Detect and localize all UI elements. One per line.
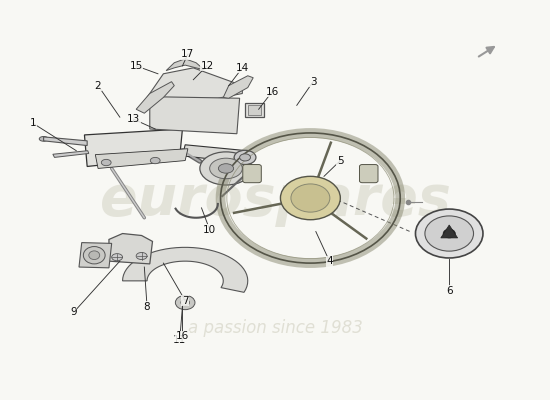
- Ellipse shape: [39, 136, 48, 141]
- Text: a passion since 1983: a passion since 1983: [188, 319, 362, 337]
- Ellipse shape: [84, 246, 105, 264]
- Ellipse shape: [234, 150, 256, 164]
- Polygon shape: [53, 151, 89, 157]
- Text: 12: 12: [200, 61, 213, 71]
- Text: 7: 7: [182, 296, 189, 306]
- Polygon shape: [79, 242, 112, 268]
- Text: 16: 16: [176, 331, 189, 341]
- Polygon shape: [245, 103, 264, 117]
- Text: 2: 2: [95, 81, 101, 91]
- Text: 9: 9: [70, 308, 77, 318]
- Circle shape: [280, 176, 340, 220]
- FancyBboxPatch shape: [243, 164, 261, 183]
- Text: 5: 5: [337, 156, 344, 166]
- Polygon shape: [150, 97, 240, 134]
- Text: 1: 1: [29, 118, 36, 128]
- Text: 17: 17: [182, 49, 195, 59]
- Polygon shape: [43, 137, 87, 146]
- Ellipse shape: [175, 296, 195, 310]
- Ellipse shape: [112, 254, 123, 261]
- Text: 15: 15: [130, 61, 143, 71]
- Text: 6: 6: [446, 286, 453, 296]
- Circle shape: [425, 216, 474, 251]
- Ellipse shape: [181, 299, 190, 306]
- Polygon shape: [109, 234, 152, 264]
- Ellipse shape: [89, 251, 100, 260]
- Polygon shape: [248, 105, 261, 115]
- Polygon shape: [123, 247, 248, 292]
- Circle shape: [443, 229, 455, 238]
- Circle shape: [291, 184, 330, 212]
- Text: 10: 10: [203, 224, 216, 234]
- Ellipse shape: [101, 159, 111, 166]
- Ellipse shape: [240, 154, 250, 161]
- Polygon shape: [166, 59, 204, 71]
- Text: 16: 16: [266, 86, 279, 96]
- Polygon shape: [441, 225, 458, 238]
- Ellipse shape: [210, 158, 243, 179]
- Text: eurospares: eurospares: [100, 173, 450, 227]
- Polygon shape: [147, 68, 243, 100]
- Ellipse shape: [200, 152, 252, 185]
- Text: 11: 11: [173, 335, 186, 345]
- Text: 13: 13: [127, 114, 140, 124]
- Ellipse shape: [150, 157, 160, 164]
- Polygon shape: [95, 149, 188, 168]
- Text: 14: 14: [236, 63, 249, 73]
- Text: 4: 4: [326, 256, 333, 266]
- Polygon shape: [223, 76, 253, 98]
- Ellipse shape: [218, 164, 234, 173]
- Text: 3: 3: [310, 77, 316, 87]
- Polygon shape: [85, 129, 183, 166]
- Circle shape: [415, 209, 483, 258]
- Text: 8: 8: [144, 302, 150, 312]
- Polygon shape: [136, 82, 174, 113]
- FancyBboxPatch shape: [360, 164, 378, 183]
- Ellipse shape: [136, 252, 147, 260]
- Polygon shape: [183, 145, 247, 162]
